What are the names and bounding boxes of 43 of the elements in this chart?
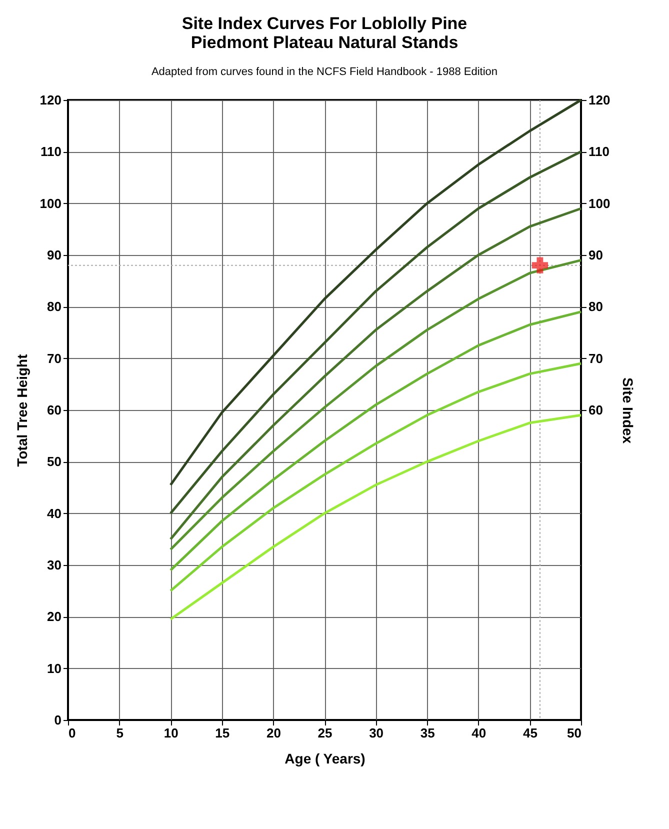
y-tick-label: 50 [47, 454, 62, 470]
y-tick-label: 10 [47, 660, 62, 676]
line-series [169, 207, 582, 540]
y2-tick-label: 100 [588, 196, 610, 211]
x-axis-title: Age ( Years) [284, 750, 366, 766]
x-tick-label: 50 [567, 726, 582, 740]
y-tick-label: 60 [47, 402, 62, 418]
y-tick-label: 110 [40, 144, 62, 160]
y2-tick-label: 120 [588, 92, 610, 108]
line-series [169, 414, 582, 620]
x-tick-label: 45 [522, 726, 538, 740]
y2-tick-label: 90 [588, 248, 603, 262]
chart-title: Site Index Curves For Loblolly Pine Piedmont Plateau Natural Stands [182, 14, 468, 52]
y2-tick-label: 60 [588, 402, 603, 418]
x-tick-label: 40 [472, 726, 486, 740]
x-tick-label: 30 [369, 726, 384, 740]
y-tick-label: 30 [47, 558, 62, 572]
x-tick-label: 0 [68, 726, 76, 740]
line-series [169, 98, 582, 486]
x-tick-label: 5 [116, 726, 124, 740]
y2-tick-label: 70 [588, 350, 603, 366]
x-tick-label: 35 [420, 726, 435, 740]
line-series [169, 258, 582, 551]
y2-tick-label: 80 [588, 299, 603, 314]
x-tick-label: 20 [266, 726, 281, 740]
x-tick-label: 15 [215, 726, 230, 740]
x-tick-label: 10 [164, 726, 178, 740]
chart-subtitle: Adapted from curves found in the NCFS Field Handbook - 1988 Edition [151, 66, 498, 78]
y-tick-label: 100 [40, 196, 62, 211]
y-axis-title: Total Tree Height [14, 354, 30, 467]
line-series [169, 362, 582, 592]
line-series [169, 310, 582, 572]
y2-axis-title: Site Index [620, 377, 636, 444]
line-series [169, 150, 582, 515]
y-tick-label: 90 [47, 248, 62, 262]
y-tick-label: 70 [47, 350, 62, 366]
y-tick-label: 40 [47, 506, 62, 521]
y-tick-label: 0 [54, 712, 62, 728]
x-tick-label: 25 [318, 726, 332, 740]
y-tick-label: 120 [40, 92, 62, 108]
y-tick-label: 20 [47, 609, 62, 624]
y2-tick-label: 110 [588, 144, 610, 160]
y-tick-label: 80 [47, 299, 62, 314]
